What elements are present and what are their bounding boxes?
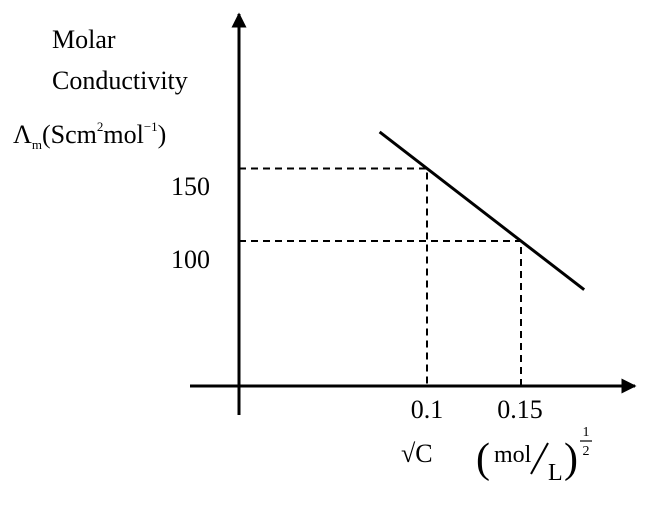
y-tick-label-100: 100 (171, 245, 210, 274)
y-axis-unit: Λm(Scm2mol−1) (13, 119, 166, 152)
x-unit-open-paren: ( (476, 436, 490, 482)
x-unit-numerator: mol (494, 442, 532, 468)
y-tick-label-150: 150 (171, 172, 210, 201)
x-unit-close-paren: ) (564, 436, 578, 482)
x-tick-label-0-1: 0.1 (411, 395, 444, 424)
x-unit-slash (530, 442, 549, 475)
y-axis-label-line-1: Molar (52, 25, 116, 54)
x-axis-label-text: √C (401, 439, 433, 468)
x-axis-label: √C (401, 439, 433, 468)
x-unit-exponent-num: 1 (583, 425, 590, 440)
x-unit-denominator: L (548, 460, 563, 486)
x-axis-unit: ( mol L ) 1 2 (476, 425, 592, 486)
x-unit-exponent-den: 2 (583, 444, 590, 459)
guide-line-point-1 (239, 167, 428, 386)
chart-marks (239, 130, 586, 386)
series-line-1 (378, 130, 586, 291)
y-axis-label-line-2: Conductivity (52, 66, 188, 95)
x-tick-label-0-15: 0.15 (497, 395, 543, 424)
guide-line-point-2 (239, 240, 522, 386)
